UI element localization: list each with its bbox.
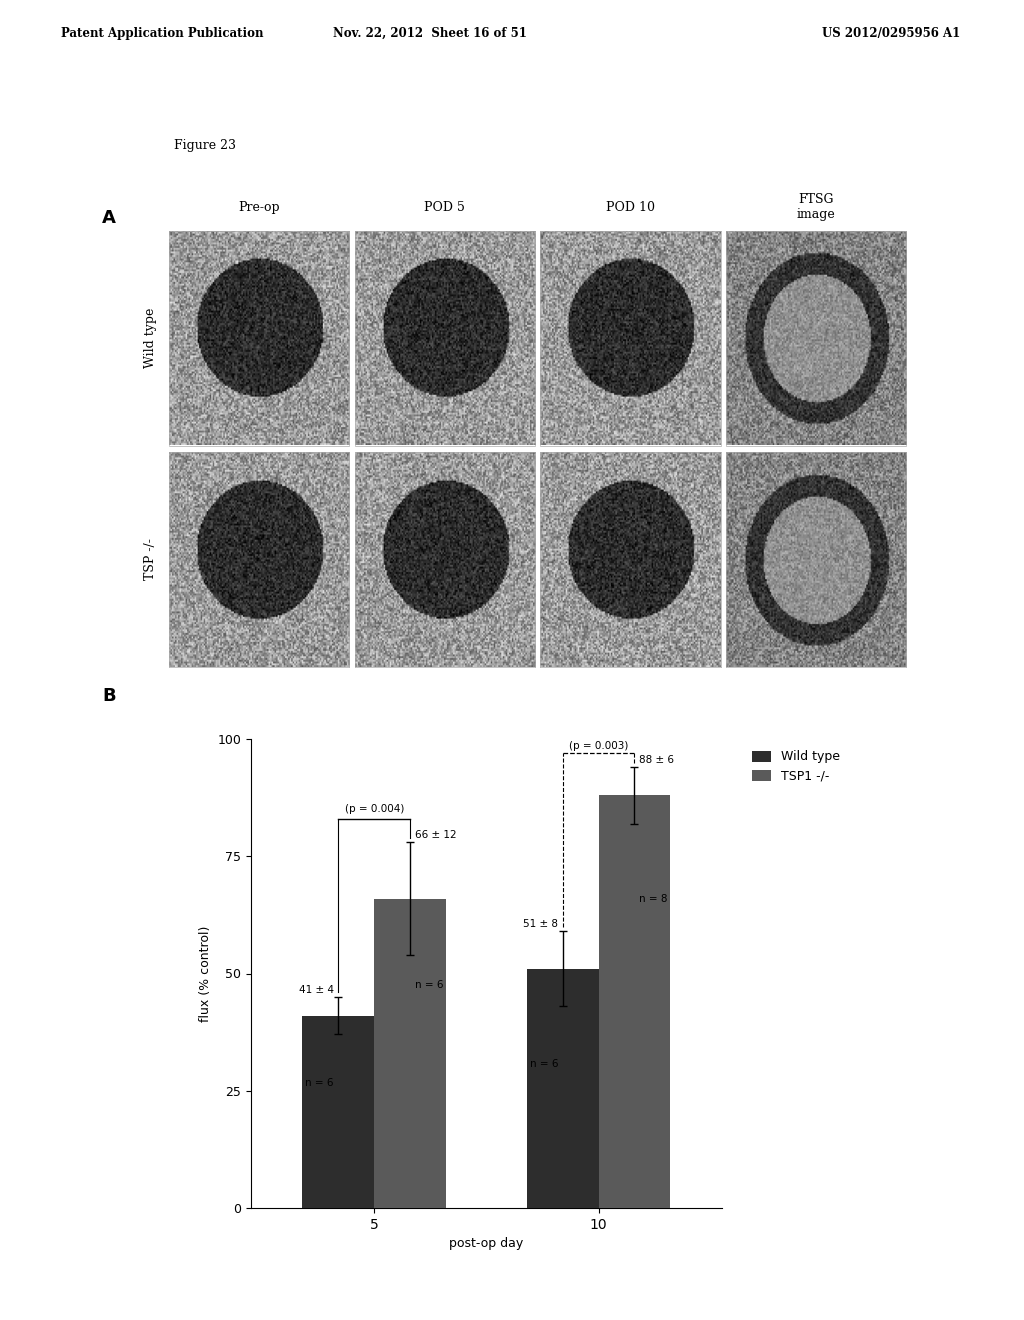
- Bar: [599, 796, 671, 1208]
- Text: n = 6: n = 6: [415, 981, 443, 990]
- Text: US 2012/0295956 A1: US 2012/0295956 A1: [821, 26, 961, 40]
- Text: A: A: [102, 209, 117, 227]
- Text: 66 ± 12: 66 ± 12: [415, 830, 457, 840]
- Text: FTSG
image: FTSG image: [797, 193, 836, 222]
- Text: Patent Application Publication: Patent Application Publication: [61, 26, 264, 40]
- Bar: [302, 1015, 374, 1208]
- Bar: [374, 899, 446, 1208]
- Text: (p = 0.003): (p = 0.003): [569, 741, 629, 751]
- Text: POD 10: POD 10: [606, 201, 655, 214]
- Text: 51 ± 8: 51 ± 8: [523, 919, 558, 929]
- Text: Wild type: Wild type: [144, 308, 158, 368]
- Text: Nov. 22, 2012  Sheet 16 of 51: Nov. 22, 2012 Sheet 16 of 51: [333, 26, 527, 40]
- Text: Figure 23: Figure 23: [174, 139, 237, 152]
- Text: TSP -/-: TSP -/-: [144, 539, 158, 581]
- Text: n = 6: n = 6: [305, 1078, 334, 1088]
- X-axis label: post-op day: post-op day: [450, 1237, 523, 1250]
- Text: n = 8: n = 8: [639, 894, 668, 903]
- Text: (p = 0.004): (p = 0.004): [344, 804, 403, 814]
- Legend: Wild type, TSP1 -/-: Wild type, TSP1 -/-: [748, 746, 845, 788]
- Text: 88 ± 6: 88 ± 6: [639, 755, 674, 766]
- Text: B: B: [102, 688, 116, 705]
- Bar: [526, 969, 599, 1208]
- Text: n = 6: n = 6: [529, 1060, 558, 1069]
- Y-axis label: flux (% control): flux (% control): [199, 925, 212, 1022]
- Text: Pre-op: Pre-op: [239, 201, 280, 214]
- Text: POD 5: POD 5: [424, 201, 465, 214]
- Text: 41 ± 4: 41 ± 4: [299, 985, 334, 994]
